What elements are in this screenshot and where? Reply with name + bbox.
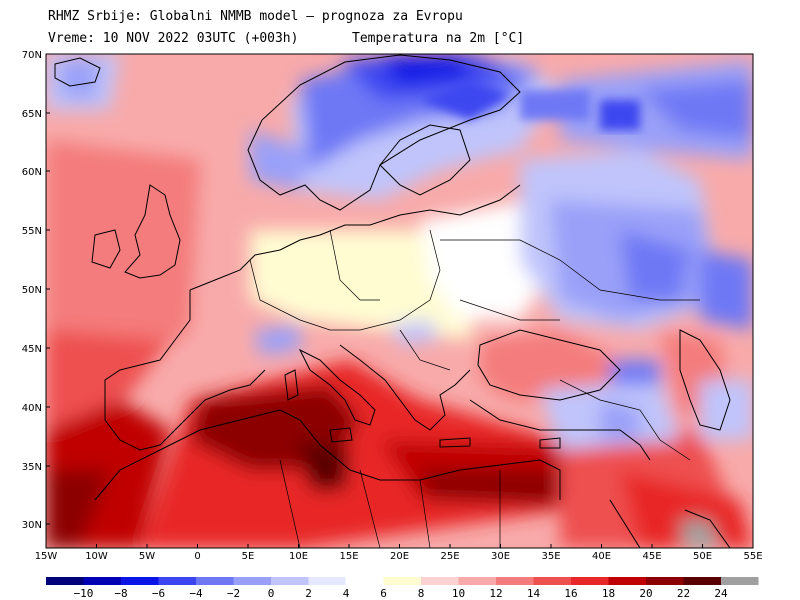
header-parameter: Temperatura na 2m [°C] bbox=[352, 31, 525, 46]
lon-tick-label: 20E bbox=[390, 551, 409, 562]
legend-swatch bbox=[496, 577, 534, 585]
legend-swatch bbox=[121, 577, 159, 585]
lon-tick-label: 45E bbox=[642, 551, 661, 562]
legend-swatch bbox=[608, 577, 646, 585]
lon-tick-label: 35E bbox=[541, 551, 560, 562]
lat-tick-label: 70N bbox=[22, 50, 42, 61]
legend-swatch bbox=[308, 577, 346, 585]
header-title: RHMZ Srbije: Globalni NMMB model — progn… bbox=[48, 9, 463, 24]
legend-label: −2 bbox=[226, 587, 241, 600]
legend-label: 22 bbox=[676, 587, 691, 600]
legend-colorbar bbox=[46, 576, 759, 586]
lat-tick-label: 40N bbox=[22, 403, 42, 414]
legend-swatch bbox=[683, 577, 721, 585]
lon-tick-label: 15E bbox=[339, 551, 358, 562]
legend-label: 2 bbox=[305, 587, 312, 600]
lon-tick-label: 5W bbox=[139, 551, 155, 562]
lon-tick-label: 5E bbox=[242, 551, 255, 562]
lon-tick-label: 10W bbox=[85, 551, 108, 562]
legend-label: −10 bbox=[73, 587, 94, 600]
lat-tick-label: 60N bbox=[22, 167, 42, 178]
legend-label: 20 bbox=[639, 587, 653, 600]
lon-tick-label: 55E bbox=[743, 551, 762, 562]
legend-label: 4 bbox=[342, 587, 350, 600]
legend-swatch bbox=[83, 577, 121, 585]
legend-swatch bbox=[46, 577, 84, 585]
legend-swatch bbox=[345, 576, 384, 586]
lat-tick-label: 45N bbox=[22, 344, 42, 355]
legend-swatch bbox=[421, 577, 459, 585]
lat-tick-label: 35N bbox=[22, 462, 42, 473]
lon-tick-label: 10E bbox=[289, 551, 308, 562]
lat-tick-label: 30N bbox=[22, 520, 42, 531]
latitude-axis: 70N 65N 60N 55N 50N 45N 40N 35N 30N bbox=[22, 50, 50, 531]
longitude-axis: 15W 10W 5W 0 5E 10E 15E 20E 25E 30E 35E 40E 45E 50E 55… bbox=[35, 544, 763, 562]
header-valid-time: Vreme: 10 NOV 2022 03UTC (+003h) bbox=[48, 31, 299, 46]
coastlines bbox=[54, 54, 731, 548]
legend-label: −6 bbox=[151, 587, 166, 600]
legend-label: 18 bbox=[601, 587, 616, 600]
legend-swatch bbox=[196, 577, 234, 585]
legend-label: −4 bbox=[189, 587, 203, 600]
legend-label: 12 bbox=[489, 587, 503, 600]
legend-label: 6 bbox=[380, 587, 387, 600]
legend-label: 0 bbox=[267, 587, 275, 600]
legend-swatch bbox=[383, 577, 421, 585]
lon-tick-label: 30E bbox=[491, 551, 510, 562]
legend-swatch bbox=[721, 577, 759, 585]
legend-swatch bbox=[271, 577, 309, 585]
legend-swatch bbox=[533, 577, 571, 585]
legend-label: −8 bbox=[114, 587, 128, 600]
legend-swatch bbox=[158, 577, 196, 585]
lat-tick-label: 55N bbox=[22, 226, 42, 237]
lat-tick-label: 65N bbox=[22, 109, 42, 120]
lon-tick-label: 50E bbox=[693, 551, 712, 562]
legend-label: 16 bbox=[564, 587, 578, 600]
lon-tick-label: 40E bbox=[592, 551, 611, 562]
lon-tick-label: 15W bbox=[35, 551, 58, 562]
temperature-field bbox=[46, 54, 753, 548]
lon-tick-label: 0 bbox=[194, 551, 200, 562]
legend-label: 10 bbox=[451, 587, 466, 600]
legend-swatch bbox=[571, 577, 609, 585]
legend-swatch bbox=[646, 577, 684, 585]
legend-label: 24 bbox=[714, 587, 728, 600]
lon-tick-label: 25E bbox=[440, 551, 459, 562]
legend-label: 14 bbox=[526, 587, 541, 600]
lat-tick-label: 50N bbox=[22, 285, 42, 296]
legend-swatch bbox=[233, 577, 271, 585]
legend-label: 8 bbox=[417, 587, 425, 600]
legend-swatch bbox=[458, 577, 496, 585]
